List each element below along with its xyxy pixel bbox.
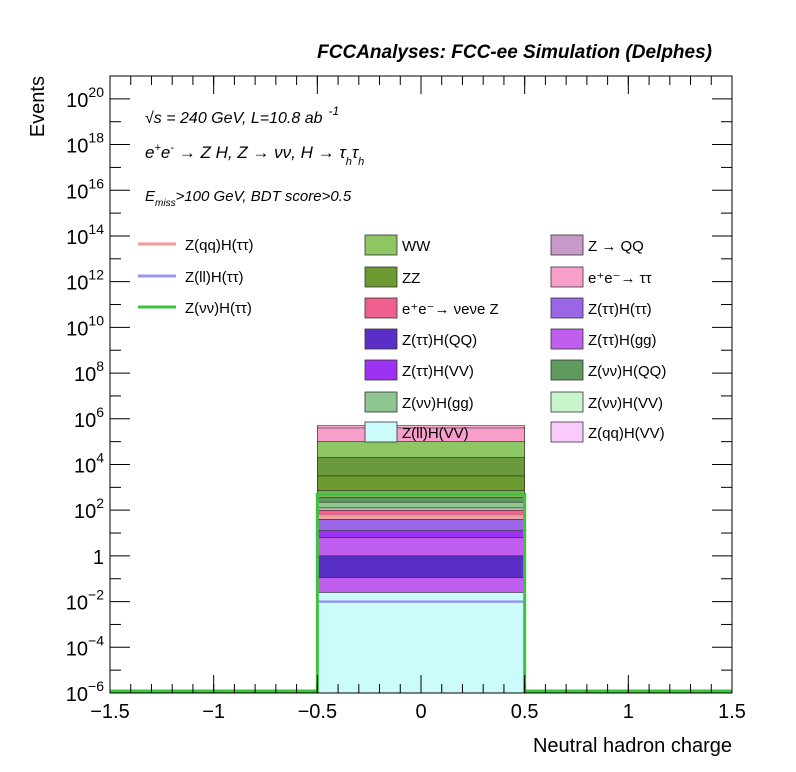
legend: Z(qq)H(ττ) Z(ll)H(ττ) Z(νν)H(ττ) WW ZZ e⁺e⁻→ … (138, 234, 666, 443)
legend-box-col2-swatch-2 (550, 297, 584, 319)
legend-box-col2-swatch-0 (550, 234, 584, 256)
x-tick-label-2: −0.5 (298, 701, 337, 723)
y-tick-label-12: 10−4 (66, 632, 104, 660)
annotation-cuts: Emiss>100 GeV, BDT score>0.5 (145, 188, 352, 209)
legend-box-col2-label-1: e⁺e⁻→ ττ (588, 270, 652, 287)
legend-box-col2-label-3: Z(ττ)H(gg) (588, 332, 657, 349)
y-tick-label-8: 104 (74, 449, 104, 477)
x-tick-label-0: −1.5 (90, 701, 129, 723)
y-tick-label-9: 102 (74, 495, 104, 523)
legend-box-col1-swatch-4 (364, 359, 398, 381)
signal-line-2 (110, 492, 732, 693)
y-tick-label-6: 108 (74, 358, 104, 386)
x-tick-label-6: 1.5 (718, 701, 746, 723)
y-tick-label-13: 10−6 (66, 678, 104, 706)
legend-box-col1-label-2: e⁺e⁻→ νeνe Z (402, 301, 499, 318)
legend-box-col1-swatch-6 (364, 421, 398, 443)
signal-lines (110, 492, 732, 693)
chart-header: FCCAnalyses: FCC-ee Simulation (Delphes) (317, 42, 712, 63)
legend-box-col2-swatch-3 (550, 328, 584, 350)
y-tick-label-7: 106 (74, 404, 104, 432)
legend-box-col2-swatch-4 (550, 359, 584, 381)
legend-box-col1-label-0: WW (402, 238, 431, 255)
x-tick-label-4: 0.5 (511, 701, 539, 723)
x-tick-label-5: 1 (623, 701, 634, 723)
annotation-block: √s = 240 GeV, L=10.8 ab -1 e+e- → Z H, Z … (145, 104, 364, 209)
legend-box-col2-label-5: Z(νν)H(VV) (588, 395, 663, 412)
annotation-lumi: √s = 240 GeV, L=10.8 ab -1 (145, 104, 339, 127)
legend-line-label-2: Z(νν)H(ττ) (185, 300, 252, 317)
legend-box-col1-swatch-5 (364, 391, 398, 413)
y-tick-label-11: 10−2 (66, 587, 104, 615)
legend-line-label-0: Z(qq)H(ττ) (185, 237, 254, 254)
y-tick-label-0: 1020 (66, 84, 104, 112)
legend-box-col1-swatch-0 (364, 234, 398, 256)
legend-box-col1-label-6: Z(ll)H(VV) (402, 425, 469, 442)
y-tick-label-1: 1018 (66, 130, 104, 158)
y-tick-label-4: 1012 (66, 267, 104, 295)
y-tick-label-5: 1010 (66, 312, 104, 340)
legend-box-col1-label-5: Z(νν)H(gg) (402, 395, 474, 412)
y-axis-label: Events (27, 76, 49, 137)
legend-box-col2-label-0: Z → QQ (588, 238, 644, 255)
legend-box-col2-swatch-1 (550, 266, 584, 288)
legend-box-col1-swatch-3 (364, 328, 398, 350)
legend-box-col2-swatch-6 (550, 421, 584, 443)
axes: −1.5 −1 −0.5 0 0.5 1 1.5 1020 1018 1016 1014 1012 10… (66, 75, 746, 723)
legend-box-col2-swatch-5 (550, 391, 584, 413)
legend-box-col1-label-3: Z(ττ)H(QQ) (402, 332, 477, 349)
legend-line-label-1: Z(ll)H(ττ) (185, 269, 244, 286)
x-axis-label: Neutral hadron charge (533, 735, 732, 757)
legend-box-col2-label-4: Z(νν)H(QQ) (588, 363, 666, 380)
y-tick-label-2: 1016 (66, 175, 104, 203)
y-tick-label-10: 1 (93, 547, 104, 569)
annotation-process: e+e- → Z H, Z → νν, H → τhτh (145, 142, 364, 168)
legend-box-col1-label-1: ZZ (402, 270, 420, 287)
x-tick-label-1: −1 (202, 701, 225, 723)
legend-box-col1-swatch-2 (364, 297, 398, 319)
y-tick-label-3: 1014 (66, 221, 104, 249)
legend-box-col1-label-4: Z(ττ)H(VV) (402, 363, 474, 380)
x-tick-label-3: 0 (415, 701, 426, 723)
legend-box-col2-label-6: Z(qq)H(VV) (588, 425, 665, 442)
legend-box-col2-label-2: Z(ττ)H(ττ) (588, 301, 652, 318)
stack-bars (317, 425, 525, 694)
legend-box-col1-swatch-1 (364, 266, 398, 288)
